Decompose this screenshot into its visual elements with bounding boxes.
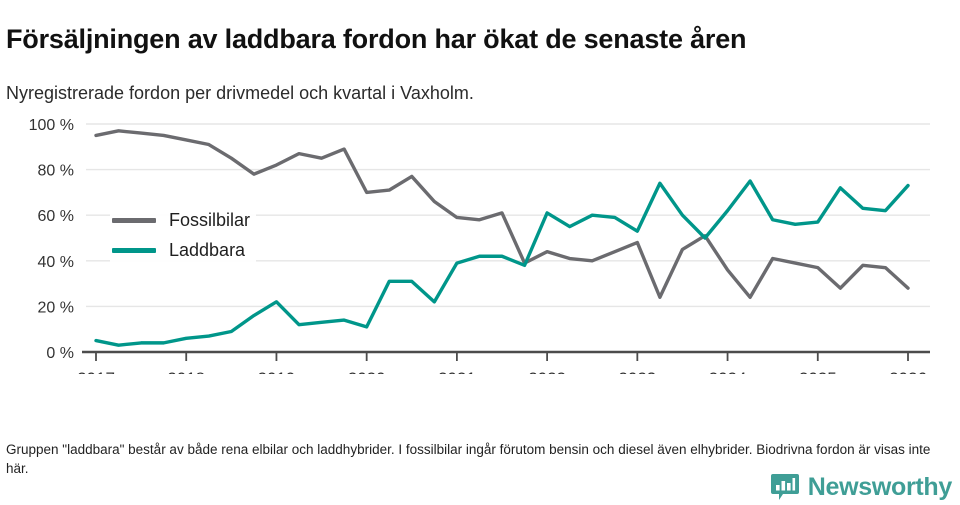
bar-chart-speech-bubble-icon — [770, 474, 799, 500]
series-line-fossilbilar — [94, 129, 910, 299]
newsworthy-logo[interactable]: Newsworthy — [770, 472, 952, 502]
data-series-group — [94, 129, 910, 347]
chart-subtitle: Nyregistrerade fordon per drivmedel och … — [6, 82, 474, 103]
x-axis-tick-label: 2025 — [799, 369, 837, 374]
x-axis — [82, 350, 930, 361]
legend-item-label: Laddbara — [169, 240, 246, 260]
x-axis-tick-label: 2024 — [709, 369, 747, 374]
line-chart-svg: 0 % 20 % 40 % 60 % 80 % 100 % 2017 2018 2019 202… — [29, 117, 930, 374]
y-axis-tick-label: 60 % — [38, 208, 74, 225]
legend-item-laddbara[interactable]: Laddbara — [112, 240, 250, 261]
legend-swatch-icon — [112, 218, 156, 223]
y-axis-tick-label: 20 % — [38, 299, 74, 316]
series-line-laddbara — [94, 179, 910, 347]
y-axis-tick-label: 80 % — [38, 163, 74, 180]
y-axis-tick-label: 0 % — [46, 345, 74, 362]
y-axis-tick-label: 100 % — [29, 117, 74, 134]
x-axis-tick-label: 2026 — [889, 369, 927, 374]
x-axis-tick-labels: 2017 2018 2019 2020 2021 2022 2023 2024 2025 2026 — [77, 369, 927, 374]
page-title: Försäljningen av laddbara fordon har öka… — [6, 24, 747, 55]
y-axis-tick-label: 40 % — [38, 254, 74, 271]
legend-swatch-icon — [112, 248, 156, 253]
x-axis-tick-label: 2022 — [528, 369, 566, 374]
chart-footnote: Gruppen "laddbara" består av både rena e… — [6, 441, 931, 477]
x-axis-tick-label: 2017 — [77, 369, 115, 374]
x-axis-tick-label: 2018 — [167, 369, 205, 374]
x-axis-tick-label: 2023 — [618, 369, 656, 374]
chart-plot-area: 0 % 20 % 40 % 60 % 80 % 100 % 2017 2018 2019 202… — [0, 104, 960, 374]
chart-legend: Fossilbilar Laddbara — [110, 208, 257, 263]
x-axis-tick-label: 2020 — [348, 369, 386, 374]
legend-item-fossilbilar[interactable]: Fossilbilar — [112, 210, 250, 231]
x-axis-tick-label: 2019 — [258, 369, 296, 374]
legend-item-label: Fossilbilar — [169, 210, 251, 230]
y-axis-tick-labels: 0 % 20 % 40 % 60 % 80 % 100 % — [29, 117, 74, 362]
x-axis-tick-label: 2021 — [438, 369, 476, 374]
logo-wordmark: Newsworthy — [807, 472, 953, 501]
